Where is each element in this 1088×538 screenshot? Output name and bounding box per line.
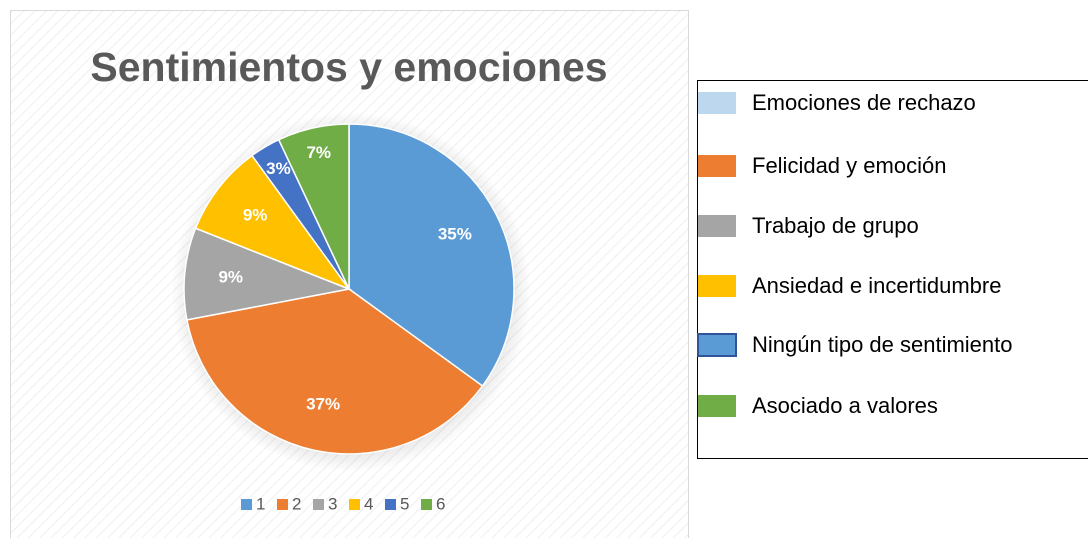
pie-slice — [194, 154, 352, 291]
side-legend-label: Emociones de rechazo — [752, 90, 976, 115]
legend-swatch — [421, 499, 432, 510]
data-label: 37% — [306, 394, 340, 413]
legend-swatch — [241, 499, 252, 510]
side-legend-label: Felicidad y emoción — [752, 153, 946, 178]
side-legend-label: Ansiedad e incertidumbre — [752, 273, 1001, 298]
chart-title: Sentimientos y emociones — [90, 44, 607, 90]
side-legend-swatch — [698, 395, 736, 417]
legend-swatch — [385, 499, 396, 510]
data-label: 35% — [438, 225, 472, 244]
legend-label: 6 — [436, 494, 445, 513]
legend-label: 5 — [400, 494, 409, 513]
pie-slice — [186, 288, 484, 455]
data-label: 9% — [243, 206, 268, 225]
legend-label: 3 — [328, 494, 337, 513]
side-legend-label: Asociado a valores — [752, 393, 938, 418]
side-legend-box — [697, 80, 1088, 459]
legend-label: 2 — [292, 494, 301, 513]
legend-swatch — [349, 499, 360, 510]
side-legend-label: Ningún tipo de sentimiento — [752, 332, 1013, 357]
legend-label: 4 — [364, 494, 373, 513]
data-label: 7% — [306, 143, 331, 162]
data-label: 3% — [266, 159, 291, 178]
side-legend-swatch — [698, 275, 736, 297]
legend-swatch — [313, 499, 324, 510]
pie-slice — [348, 123, 515, 388]
legend-label: 1 — [256, 494, 265, 513]
side-legend-swatch — [697, 333, 737, 357]
side-legend-swatch — [698, 215, 736, 237]
pie-slice — [277, 123, 350, 290]
legend-swatch — [277, 499, 288, 510]
pie-slice — [183, 227, 352, 321]
side-legend-swatch — [698, 155, 736, 177]
side-legend-swatch — [698, 92, 736, 114]
side-legend-label: Trabajo de grupo — [752, 213, 919, 238]
data-label: 9% — [218, 267, 243, 286]
